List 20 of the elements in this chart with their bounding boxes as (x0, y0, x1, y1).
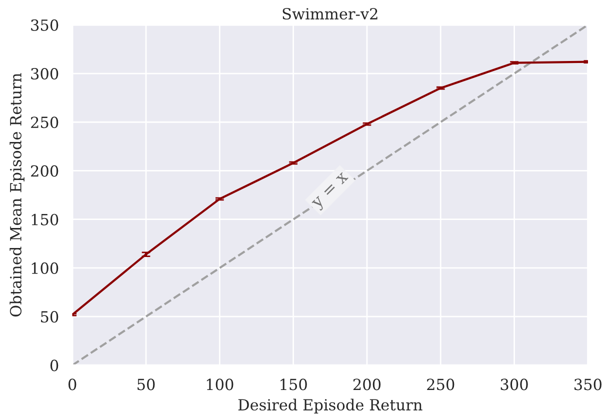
x-tick-label: 350 (574, 378, 602, 390)
annotation: y = x (312, 172, 352, 212)
x-tick-label: 100 (206, 378, 234, 390)
y-tick-label: 350 (31, 19, 58, 31)
x-tick-label: 300 (500, 378, 528, 390)
chart-title: Swimmer-v2 (282, 8, 378, 20)
x-tick-label: 200 (353, 378, 381, 390)
x-axis-title: Desired Episode Return (238, 398, 422, 414)
y-tick-label: 0 (50, 360, 58, 372)
x-tick-label: 250 (427, 378, 454, 390)
y-tick-label: 150 (32, 214, 58, 226)
x-tick-label: 0 (68, 378, 76, 390)
y-tick-label: 100 (32, 262, 58, 274)
y-tick-label: 200 (31, 165, 58, 177)
x-tick-label: 50 (138, 378, 155, 390)
y-tick-label: 300 (31, 68, 58, 80)
y-axis-title: Obtained Mean Episode Return (10, 73, 24, 317)
y-tick-label: 250 (31, 116, 58, 128)
x-tick-label: 150 (280, 378, 307, 390)
y-tick-label: 50 (41, 311, 58, 323)
